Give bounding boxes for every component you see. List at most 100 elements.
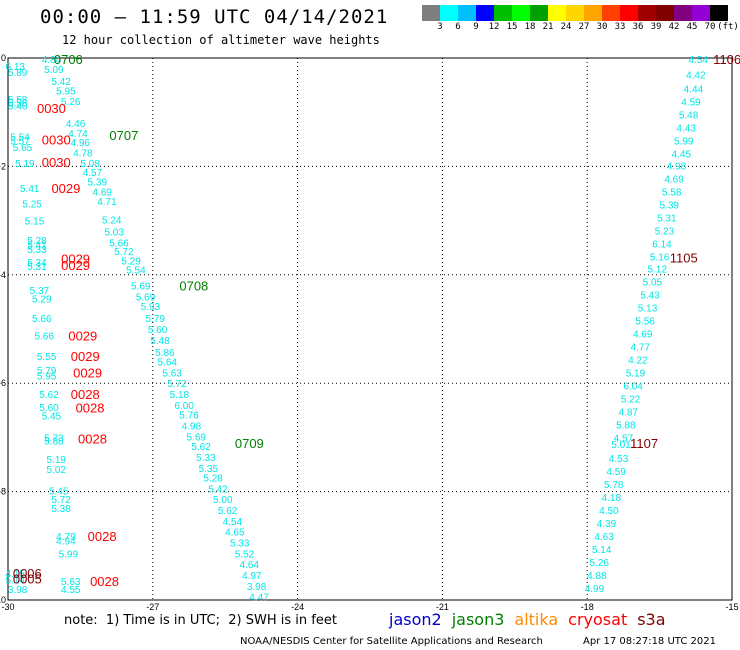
wave-height-value: 4.57 bbox=[614, 433, 634, 444]
wave-height-value: 4.53 bbox=[609, 454, 629, 465]
legend-tick-label: 24 bbox=[560, 22, 572, 32]
wave-height-value: 4.43 bbox=[676, 123, 696, 134]
wave-height-value: 5.14 bbox=[592, 545, 612, 556]
wave-height-value: 5.26 bbox=[590, 558, 610, 569]
wave-height-value: 5.56 bbox=[635, 316, 655, 327]
legend-tick-label: 30 bbox=[596, 22, 608, 32]
wave-height-value: 5.95 bbox=[56, 87, 76, 98]
legend-swatch bbox=[656, 5, 674, 21]
track-time-label: 1106 bbox=[713, 52, 740, 67]
legend-swatch bbox=[512, 5, 530, 21]
wave-height-value: 5.57 bbox=[10, 136, 30, 147]
wave-height-value: 5.45 bbox=[49, 487, 69, 498]
wave-height-value: 5.33 bbox=[196, 453, 216, 464]
wave-height-value: 6.04 bbox=[623, 381, 643, 392]
lon-tick-label: -27 bbox=[146, 602, 159, 612]
wave-height-value: 5.56 bbox=[8, 98, 28, 109]
legend-tick-label: 42 bbox=[668, 22, 680, 32]
legend-tick-label: 3 bbox=[437, 22, 443, 32]
wave-height-value: 4.64 bbox=[240, 560, 260, 571]
wave-height-value: 5.03 bbox=[104, 227, 124, 238]
track-time-label: 0028 bbox=[90, 574, 119, 589]
wave-height-value: 5.72 bbox=[51, 495, 71, 506]
lat-tick-label: -4 bbox=[0, 270, 6, 280]
wave-height-value: 5.31 bbox=[657, 213, 677, 224]
wave-height-value: 5.73 bbox=[44, 433, 64, 444]
wave-height-value: 4.65 bbox=[225, 528, 245, 539]
wave-height-value: 5.19 bbox=[626, 368, 646, 379]
satellite-altika: altika bbox=[514, 610, 559, 629]
wave-height-value: 5.79 bbox=[145, 314, 165, 325]
footer-note: note: 1) Time is in UTC; 2) SWH is in fe… bbox=[64, 613, 337, 628]
wave-height-value: 5.78 bbox=[604, 480, 624, 491]
wave-height-value: 5.54 bbox=[10, 133, 30, 144]
track-time-label: 0706 bbox=[54, 52, 83, 67]
lon-tick-label: -15 bbox=[725, 602, 738, 612]
wave-height-value: 5.42 bbox=[208, 484, 228, 495]
wave-height-value: 5.64 bbox=[158, 358, 178, 369]
wave-height-value: 4.87 bbox=[618, 407, 638, 418]
wave-height-value: 5.58 bbox=[662, 187, 682, 198]
lat-tick-label: -6 bbox=[0, 378, 6, 388]
wave-height-value: 4.96 bbox=[71, 138, 91, 149]
legend-swatch bbox=[476, 5, 494, 21]
wave-height-value: 5.23 bbox=[655, 226, 675, 237]
wave-height-value: 5.09 bbox=[44, 65, 64, 76]
legend-swatch bbox=[692, 5, 710, 21]
wave-height-value: 4.71 bbox=[97, 197, 117, 208]
track-time-label: 0030 bbox=[42, 155, 71, 170]
legend-swatch bbox=[458, 5, 476, 21]
satellite-jason2: jason2 bbox=[389, 610, 442, 629]
lon-tick-label: -18 bbox=[581, 602, 594, 612]
wave-height-value: 5.15 bbox=[25, 217, 45, 228]
wave-height-value: 4.39 bbox=[597, 519, 617, 530]
wave-height-value: 5.29 bbox=[32, 295, 52, 306]
wave-height-value: 5.12 bbox=[647, 264, 667, 275]
wave-height-value: 5.45 bbox=[42, 412, 62, 423]
wave-height-value: 5.14 bbox=[6, 575, 26, 586]
wave-height-value: 5.48 bbox=[679, 110, 699, 121]
legend-tick-label: 15 bbox=[506, 22, 518, 32]
color-legend bbox=[422, 5, 728, 21]
wave-height-value: 4.88 bbox=[587, 571, 607, 582]
generated-timestamp: Apr 17 08:27:18 UTC 2021 bbox=[583, 636, 716, 647]
legend-tick-label: 70 bbox=[704, 22, 716, 32]
wave-height-value: 5.35 bbox=[199, 464, 219, 475]
legend-tick-label: 36 bbox=[632, 22, 644, 32]
wave-height-value: 5.62 bbox=[191, 442, 211, 453]
wave-height-value: 4.42 bbox=[686, 70, 706, 81]
wave-height-value: 4.45 bbox=[672, 149, 692, 160]
legend-swatch bbox=[638, 5, 656, 21]
wave-height-value: 5.00 bbox=[213, 495, 233, 506]
wave-height-value: 5.99 bbox=[59, 549, 79, 560]
wave-height-value: 5.63 bbox=[61, 577, 81, 588]
wave-height-value: 5.39 bbox=[88, 178, 108, 189]
track-time-label: 0029 bbox=[73, 365, 102, 380]
track-time-label: 0029 bbox=[61, 252, 90, 267]
wave-height-value: 4.22 bbox=[628, 355, 648, 366]
wave-height-value: 5.13 bbox=[638, 303, 658, 314]
wave-height-value: 5.19 bbox=[47, 455, 67, 466]
wave-height-value: 5.29 bbox=[121, 257, 141, 268]
wave-height-value: 5.69 bbox=[136, 292, 156, 303]
wave-height-value: 5.19 bbox=[15, 159, 35, 170]
wave-height-value: 5.25 bbox=[22, 199, 42, 210]
wave-height-value: 5.86 bbox=[155, 348, 175, 359]
wave-height-value: 5.41 bbox=[20, 184, 40, 195]
legend-swatch bbox=[494, 5, 512, 21]
wave-height-value: 4.79 bbox=[56, 532, 76, 543]
wave-height-value: 3.98 bbox=[8, 585, 28, 596]
wave-height-value: 6.00 bbox=[174, 401, 194, 412]
wave-height-value: 5.08 bbox=[80, 159, 100, 170]
satellite-s3a: s3a bbox=[637, 610, 666, 629]
legend-swatch bbox=[530, 5, 548, 21]
track-time-label: 0029 bbox=[51, 181, 80, 196]
legend-tick-label: 18 bbox=[524, 22, 536, 32]
legend-tick-label: 9 bbox=[473, 22, 479, 32]
legend-tick-label: 39 bbox=[650, 22, 662, 32]
wave-height-value: 5.48 bbox=[150, 336, 170, 347]
lat-tick-label: -8 bbox=[0, 487, 6, 497]
wave-height-value: 4.63 bbox=[594, 532, 614, 543]
wave-height-value: 4.98 bbox=[182, 421, 202, 432]
